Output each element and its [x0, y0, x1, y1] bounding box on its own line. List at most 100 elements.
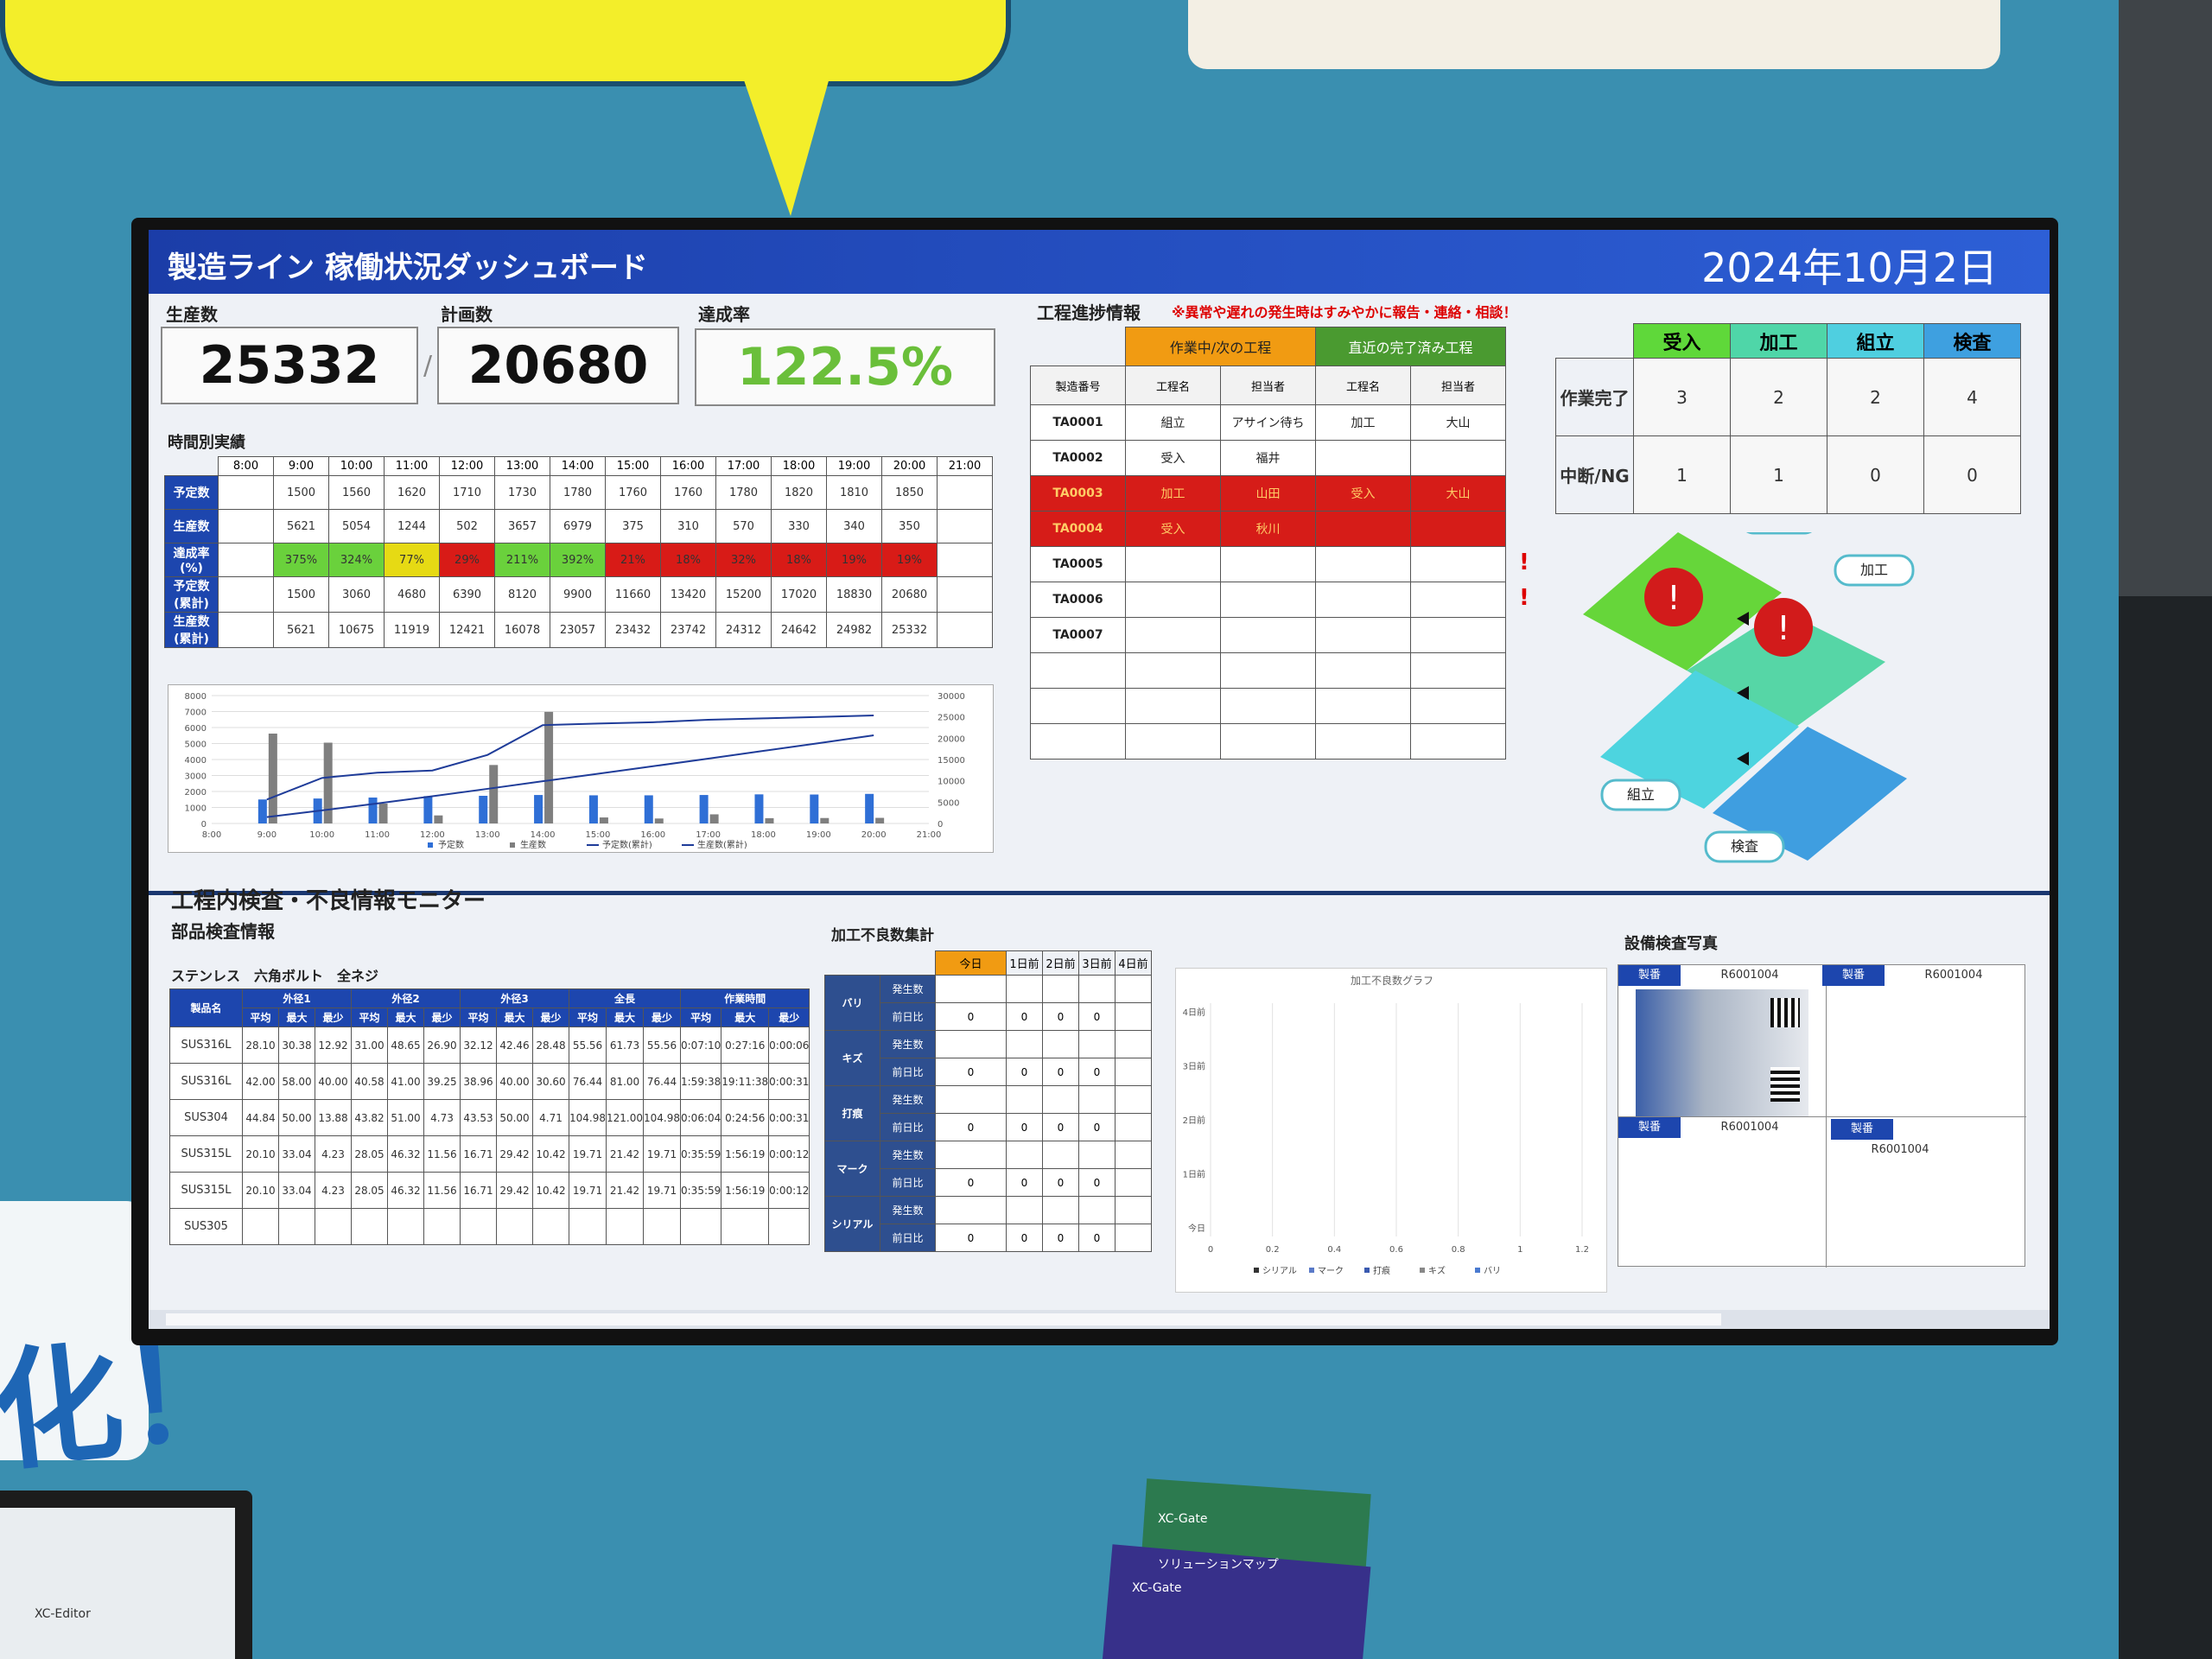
day-header: 4日前 [1115, 950, 1152, 976]
insp-cell: 19.71 [569, 1172, 607, 1209]
defect-cell: 0 [1006, 1224, 1043, 1252]
corner-cell [1031, 327, 1126, 366]
hourly-cell: 375 [605, 509, 661, 543]
hourly-cell: 211% [494, 543, 550, 577]
hourly-cell: 4680 [384, 576, 440, 613]
progress-cell [1315, 546, 1411, 582]
insp-cell: 19.71 [643, 1135, 681, 1173]
plan-label: 計画数 [441, 304, 493, 325]
photo-header-4: 製番 R6001004 [1831, 1119, 2024, 1156]
hourly-cell: 5621 [273, 509, 329, 543]
insp-cell [679, 1208, 722, 1245]
alert-icon: ! [1519, 550, 1529, 575]
defect-cell [935, 1141, 1007, 1169]
bar-plan [644, 795, 653, 823]
hour-header: 21:00 [937, 456, 993, 476]
progress-row[interactable]: TA0002 受入 福井 [1030, 440, 1506, 476]
insp-cell: 50.00 [496, 1099, 533, 1136]
insp-group-header: 外径1 [242, 988, 352, 1008]
hourly-cell: 24982 [826, 612, 882, 648]
y-tick-label: 5000 [185, 741, 207, 750]
x-tick-label: 1 [1517, 1245, 1522, 1255]
progress-col-header: 工程名 [1315, 365, 1411, 405]
legend-swatch [1420, 1268, 1425, 1273]
insp-cell: 1:56:19 [721, 1135, 770, 1173]
progress-cell [1220, 688, 1316, 724]
hourly-cell: 11660 [605, 576, 661, 613]
x-tick-label: 17:00 [696, 830, 721, 840]
defect-count-row: シリアル 発生数 [824, 1196, 1152, 1252]
bar-actual [268, 734, 277, 823]
flow-step-shape[interactable] [1687, 610, 1885, 731]
bar-actual [654, 818, 664, 823]
defect-cell [1115, 1168, 1152, 1197]
defect-cell [1006, 1141, 1043, 1169]
status-cell: 2 [1730, 358, 1827, 436]
defect-count-row: マーク 発生数 [824, 1141, 1152, 1197]
hour-header: 20:00 [881, 456, 938, 476]
hourly-cell: 6390 [439, 576, 495, 613]
progress-empty-row [1030, 688, 1506, 724]
insp-cell: 121.00 [606, 1099, 644, 1136]
equipment-photo[interactable] [1636, 989, 1808, 1117]
progress-cell: 加工 [1315, 404, 1411, 441]
insp-group-header: 外径3 [460, 988, 569, 1008]
bar-plan [423, 796, 433, 823]
alert-icon: ! [1519, 585, 1529, 611]
progress-row[interactable]: TA0005 [1030, 546, 1506, 582]
x-tick-label: 0.8 [1452, 1245, 1465, 1255]
flow-arrow-icon [1737, 752, 1749, 766]
progress-row[interactable]: TA0001 組立 アサイン待ち 加工 大山 [1030, 404, 1506, 441]
hourly-cell: 1760 [605, 475, 661, 510]
insp-cell: 0:00:12 [768, 1135, 810, 1173]
defect-cell: 0 [1042, 1168, 1079, 1197]
white-sign-panel [1188, 0, 2000, 69]
y-tick-label: 0 [201, 820, 207, 830]
horizontal-scrollbar[interactable] [149, 1310, 2050, 1329]
insp-cell: 29.42 [496, 1135, 533, 1173]
progress-row[interactable]: TA0003 加工 山田 受入 大山 [1030, 475, 1506, 512]
progress-cell [1125, 652, 1221, 689]
y-tick-label: 4日前 [1183, 1007, 1205, 1018]
x-tick-label: 20:00 [861, 830, 887, 840]
progress-table: 作業中/次の工程 直近の完了済み工程 製造番号 工程名 担当者 工程名 担当者 TA0001 組… [1030, 327, 1506, 760]
serial-number: TA0004 [1030, 511, 1126, 547]
defect-cell: 0 [935, 1168, 1007, 1197]
hourly-row: 予定数 1500 1560 1620 1710 1730 1780 1760 1760 1780 1… [164, 475, 993, 510]
day-header: 今日 [935, 950, 1007, 976]
progress-cell: 受入 [1125, 440, 1221, 476]
brochure-logo-2: XC-Gate [1132, 1581, 1182, 1595]
progress-row[interactable]: TA0006 [1030, 582, 1506, 618]
part-name: SUS315L [169, 1172, 243, 1209]
insp-cell: 10.42 [532, 1172, 569, 1209]
insp-cell: 19:11:38 [721, 1063, 770, 1100]
insp-sub-header: 最少 [532, 1007, 569, 1027]
insp-cell: 40.00 [496, 1063, 533, 1100]
insp-cell: 76.44 [643, 1063, 681, 1100]
defect-cell: 0 [1042, 1113, 1079, 1141]
hourly-cell: 3060 [328, 576, 385, 613]
scrollbar-thumb[interactable] [166, 1313, 1721, 1325]
production-chart-svg: 8000700060005000400030002000100003000025… [185, 692, 965, 850]
part-description: ステンレス 六角ボルト 全ネジ [171, 968, 379, 984]
progress-col-header: 担当者 [1220, 365, 1316, 405]
progress-cell [1410, 511, 1506, 547]
hourly-cell: 350 [881, 509, 938, 543]
legend-label: 予定数 [438, 839, 464, 850]
progress-cell: 加工 [1125, 475, 1221, 512]
progress-cell [1125, 546, 1221, 582]
flow-step-shape[interactable] [1713, 727, 1907, 861]
hourly-cell: 77% [384, 543, 440, 577]
legend-swatch [1475, 1268, 1480, 1273]
x-tick-label: 0 [1208, 1245, 1213, 1255]
progress-row[interactable]: TA0007 [1030, 617, 1506, 653]
insp-cell [460, 1208, 497, 1245]
progress-row[interactable]: TA0004 受入 秋川 [1030, 511, 1506, 547]
progress-cell [1220, 617, 1316, 653]
flow-step-shape[interactable] [1600, 671, 1799, 809]
hourly-cell: 11919 [384, 612, 440, 648]
progress-cell [1220, 546, 1316, 582]
insp-cell: 42.46 [496, 1027, 533, 1064]
hourly-cell: 23057 [550, 612, 606, 648]
hourly-cell: 330 [771, 509, 827, 543]
